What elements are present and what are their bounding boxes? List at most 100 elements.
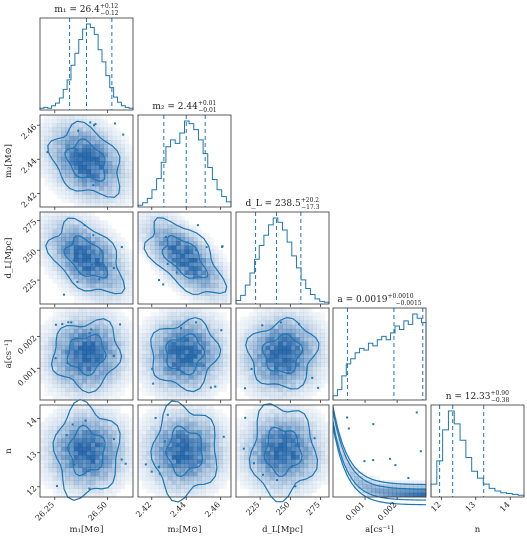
density-cell xyxy=(112,489,117,493)
density-cell xyxy=(138,426,143,430)
density-cell xyxy=(74,341,79,345)
density-cell xyxy=(197,296,202,300)
density-cell xyxy=(172,418,177,422)
density-cell xyxy=(159,451,164,455)
density-cell xyxy=(40,438,45,442)
density-cell xyxy=(40,229,45,233)
density-cell xyxy=(40,220,45,224)
density-cell xyxy=(304,358,309,362)
density-cell xyxy=(120,144,125,148)
density-cell xyxy=(283,362,288,366)
density-cell xyxy=(193,266,198,270)
density-cell xyxy=(95,476,100,480)
density-cell xyxy=(116,245,121,249)
density-cell xyxy=(197,468,202,472)
density-cell xyxy=(146,413,151,417)
density-cell xyxy=(95,174,100,178)
density-cell xyxy=(176,418,181,422)
density-cell xyxy=(257,333,262,337)
density-cell xyxy=(82,480,87,484)
density-cell xyxy=(261,362,266,366)
density-cell xyxy=(287,325,292,329)
density-cell xyxy=(146,325,151,329)
density-cell xyxy=(95,312,100,316)
density-cell xyxy=(95,455,100,459)
density-cell xyxy=(44,262,49,266)
density-cell xyxy=(116,375,121,379)
density-cell xyxy=(87,279,92,283)
density-cell xyxy=(91,308,96,312)
density-cell xyxy=(193,438,198,442)
density-cell xyxy=(78,283,83,287)
density-cell xyxy=(168,409,173,413)
density-cell xyxy=(176,262,181,266)
density-cell xyxy=(108,279,113,283)
density-cell xyxy=(138,241,143,245)
density-cell xyxy=(197,283,202,287)
density-cell xyxy=(223,422,228,426)
density-cell xyxy=(176,409,181,413)
sample-point xyxy=(92,184,94,186)
sample-point xyxy=(92,234,94,236)
density-cell xyxy=(91,476,96,480)
density-cell xyxy=(108,157,113,161)
density-cell xyxy=(44,161,49,165)
density-cell xyxy=(193,279,198,283)
density-cell xyxy=(108,123,113,127)
density-cell xyxy=(99,476,104,480)
density-cell xyxy=(236,472,241,476)
density-cell xyxy=(125,451,130,455)
density-cell xyxy=(180,220,185,224)
density-cell xyxy=(197,333,202,337)
density-cell xyxy=(274,379,279,383)
density-cell xyxy=(142,212,147,216)
density-cell xyxy=(321,350,326,354)
density-cell xyxy=(197,405,202,409)
density-cell xyxy=(95,283,100,287)
density-cell xyxy=(240,337,245,341)
density-cell xyxy=(91,418,96,422)
sample-point xyxy=(55,357,57,359)
density-cell xyxy=(210,341,215,345)
density-cell xyxy=(82,128,87,132)
density-cell xyxy=(82,451,87,455)
density-cell xyxy=(53,169,58,173)
density-cell xyxy=(138,476,143,480)
density-cell xyxy=(151,405,156,409)
density-cell xyxy=(172,312,177,316)
density-cell xyxy=(108,182,113,186)
panel-dL-vs-m1 xyxy=(37,212,133,307)
density-cell xyxy=(82,312,87,316)
density-cell xyxy=(48,220,53,224)
sample-point xyxy=(66,362,68,364)
density-cell xyxy=(257,459,262,463)
density-cell xyxy=(218,447,223,451)
density-cell xyxy=(40,480,45,484)
density-cell xyxy=(189,434,194,438)
density-cell xyxy=(193,434,198,438)
density-cell xyxy=(108,392,113,396)
density-cell xyxy=(82,132,87,136)
density-cell xyxy=(95,182,100,186)
density-cell xyxy=(95,254,100,258)
density-cell xyxy=(197,308,202,312)
sample-point xyxy=(261,324,263,326)
density-cell xyxy=(44,375,49,379)
density-cell xyxy=(176,308,181,312)
density-cell xyxy=(206,438,211,442)
density-cell xyxy=(120,443,125,447)
density-cell xyxy=(240,418,245,422)
x-tick-label-dL: 250 xyxy=(275,500,292,517)
density-cell xyxy=(236,422,241,426)
density-cell xyxy=(108,476,113,480)
density-cell xyxy=(65,308,70,312)
density-cell xyxy=(95,165,100,169)
density-cell xyxy=(40,422,45,426)
density-cell xyxy=(116,367,121,371)
density-cell xyxy=(299,464,304,468)
density-cell xyxy=(103,199,108,203)
density-cell xyxy=(57,354,62,358)
density-cell xyxy=(201,258,206,262)
density-cell xyxy=(125,480,130,484)
density-cell xyxy=(206,447,211,451)
